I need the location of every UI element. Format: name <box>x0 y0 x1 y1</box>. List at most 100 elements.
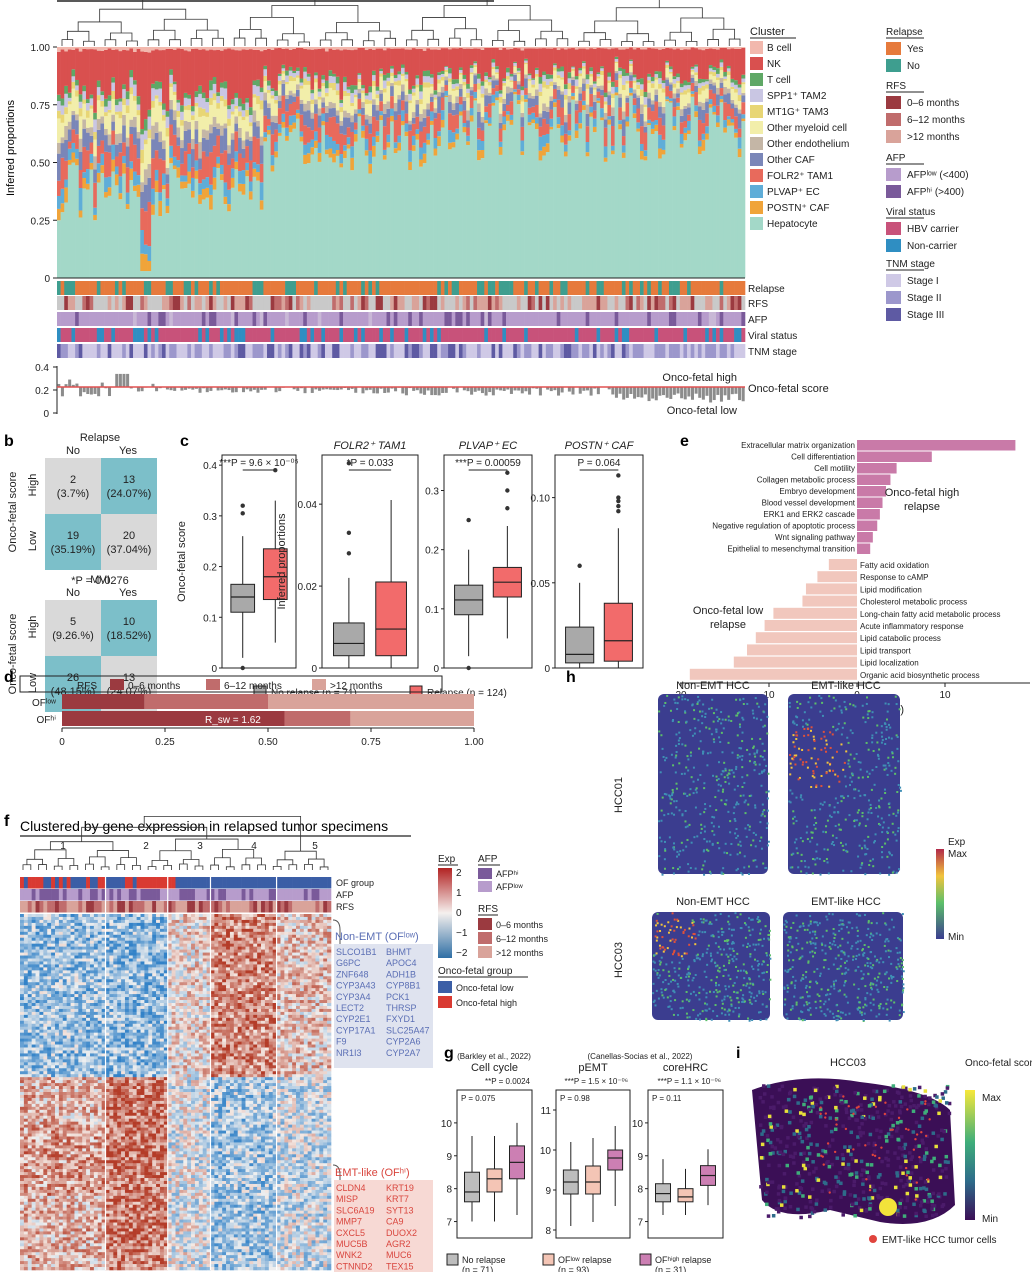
stack-segment <box>426 144 431 278</box>
stack-segment <box>451 48 456 80</box>
stack-segment <box>133 47 137 52</box>
stack-segment <box>585 156 590 278</box>
stack-segment <box>408 170 413 278</box>
contingency-row: Low <box>27 531 39 551</box>
f-heatmap-cell <box>237 940 242 944</box>
f-heatmap-cell <box>31 937 36 941</box>
stack-segment <box>176 116 181 128</box>
stack-segment <box>295 118 300 278</box>
f-heatmap-cell <box>58 928 64 933</box>
stack-segment <box>495 66 500 70</box>
f-heatmap-cell <box>307 916 312 921</box>
annotation-cell <box>310 296 315 310</box>
annotation-cell <box>621 296 626 310</box>
stack-segment <box>187 110 192 122</box>
annotation-cell <box>556 281 561 295</box>
f-heatmap-cell <box>171 937 176 941</box>
f-heatmap-cell <box>202 943 207 947</box>
annotation-cell <box>60 328 65 342</box>
stack-segment <box>614 80 619 88</box>
stack-segment <box>368 47 373 49</box>
stack-segment <box>444 90 449 96</box>
stack-segment <box>57 220 61 278</box>
f-heatmap-cell <box>43 937 48 941</box>
stack-segment <box>285 127 290 136</box>
stack-segment <box>303 67 308 72</box>
cluster-label: Other endothelium <box>767 139 849 150</box>
f-annotation-cell <box>202 877 207 889</box>
f-heatmap-cell <box>191 925 196 930</box>
stack-segment <box>183 120 188 131</box>
annotation-cell <box>393 328 398 342</box>
go-bar-low <box>817 571 857 583</box>
stack-segment <box>169 86 174 100</box>
stack-segment <box>560 135 565 143</box>
f-heatmap-cell <box>276 919 281 924</box>
f-heatmap-cell <box>210 934 215 939</box>
f-heatmap-cell <box>249 919 254 924</box>
stack-segment <box>201 49 206 93</box>
annotation-cell <box>712 344 717 358</box>
f-heatmap-cell <box>179 937 184 941</box>
stack-segment <box>694 92 699 106</box>
stack-segment <box>133 185 137 191</box>
stack-segment <box>364 47 369 51</box>
annotation-cell <box>82 296 87 310</box>
annotation-cell <box>212 344 217 358</box>
stack-segment <box>502 111 507 117</box>
stack-segment <box>582 109 586 278</box>
stack-segment <box>654 48 659 72</box>
annotation-cell <box>582 344 586 358</box>
stack-segment <box>491 69 496 76</box>
stack-segment <box>216 156 221 164</box>
f-heatmap-cell <box>179 928 184 933</box>
stack-segment <box>303 125 308 145</box>
stack-segment <box>600 89 605 96</box>
stack-segment <box>614 59 619 62</box>
f-heatmap-cell <box>319 940 324 944</box>
stack-segment <box>270 171 275 278</box>
stack-segment <box>364 104 369 115</box>
legend-item: >12 months <box>907 132 960 143</box>
stack-segment <box>632 80 637 83</box>
f-annotation-cell <box>43 877 48 889</box>
stack-segment <box>741 82 746 85</box>
stack-segment <box>719 66 724 71</box>
stack-segment <box>596 100 601 103</box>
contingency-count: 2 <box>70 474 76 486</box>
stack-segment <box>241 120 246 141</box>
stack-segment <box>629 59 634 61</box>
f-heatmap-cell <box>156 940 161 944</box>
stack-segment <box>118 101 123 112</box>
stack-segment <box>292 81 297 94</box>
f-heatmap-cell <box>175 925 180 930</box>
stack-segment <box>491 62 496 67</box>
stack-segment <box>118 199 123 278</box>
f-annotation-cell <box>268 877 273 889</box>
stack-segment <box>317 115 322 128</box>
score-bar <box>607 387 611 390</box>
stack-segment <box>661 149 666 155</box>
annotation-cell <box>67 344 72 358</box>
stack-segment <box>64 160 69 180</box>
stack-segment <box>292 96 297 102</box>
f-heatmap-cell <box>241 922 246 927</box>
f-heatmap-cell <box>280 925 285 930</box>
f-heatmap-cell <box>311 937 316 941</box>
stack-segment <box>549 78 554 82</box>
f-heatmap-cell <box>233 919 238 924</box>
stack-segment <box>67 49 72 93</box>
annotation-cell <box>368 281 373 295</box>
stack-segment <box>545 106 550 112</box>
f-heatmap-cell <box>82 934 87 939</box>
f-heatmap-cell <box>23 937 29 941</box>
score-bar <box>430 387 434 396</box>
stack-segment <box>466 88 471 93</box>
stack-segment <box>520 140 525 152</box>
f-heatmap-cell <box>280 931 285 936</box>
f-cluster-number: 2 <box>143 841 149 852</box>
annotation-cell <box>408 312 413 326</box>
f-heatmap-cell <box>237 931 242 936</box>
stack-segment <box>553 88 557 100</box>
stack-segment <box>408 124 413 131</box>
